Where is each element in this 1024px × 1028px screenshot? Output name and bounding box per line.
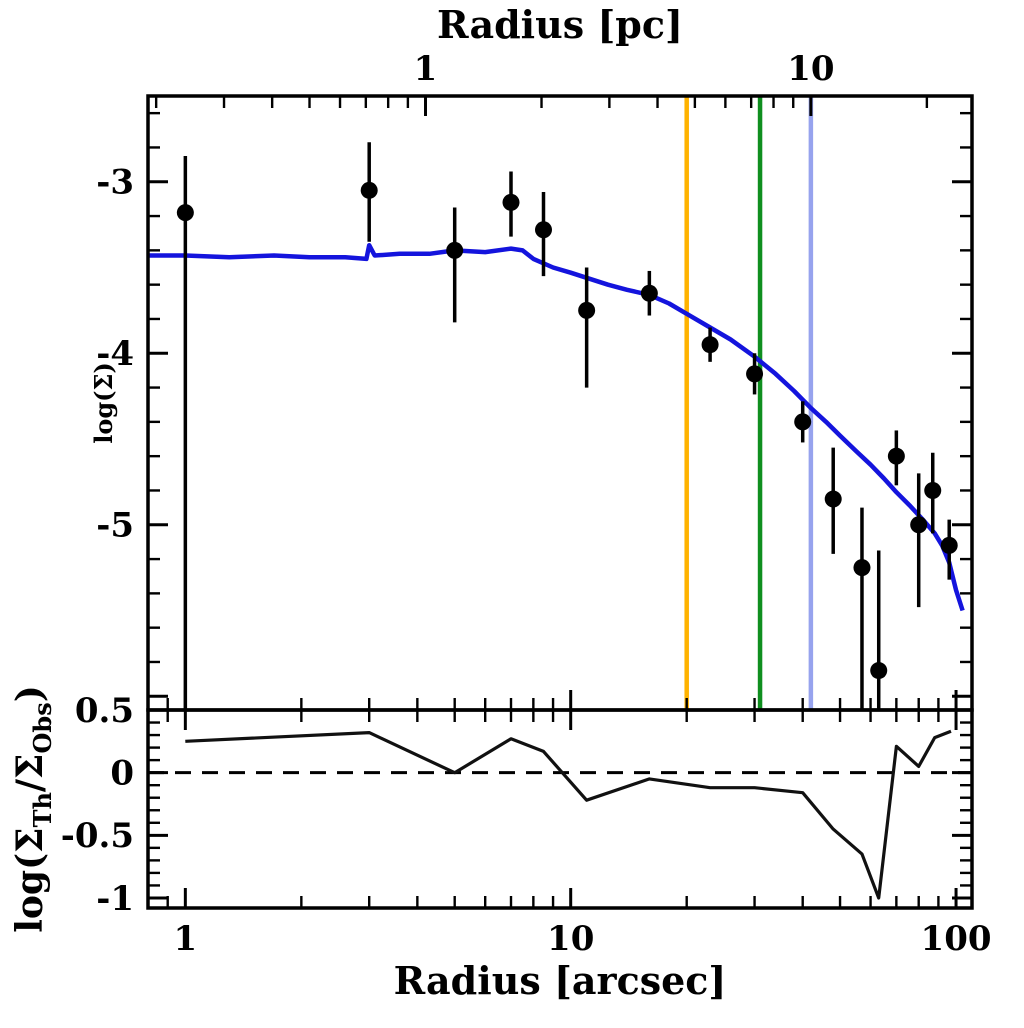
top-x-tick-label: 10: [787, 49, 834, 89]
data-point: [502, 193, 520, 211]
residual-y-tick-label: 0.5: [75, 691, 134, 731]
bottom-axis-title: Radius [arcsec]: [394, 958, 727, 1003]
data-points: [176, 181, 958, 680]
x-tick-label: 100: [921, 919, 992, 959]
top-x-tick-label: 1: [414, 49, 438, 89]
data-point: [176, 204, 194, 222]
data-point: [887, 447, 905, 465]
residual-y-tick-label: -0.5: [61, 816, 134, 856]
data-point: [910, 516, 928, 534]
data-point: [640, 284, 658, 302]
y-tick-label: -5: [96, 506, 134, 546]
residual-y-tick-label: 0: [110, 754, 134, 794]
data-point: [824, 490, 842, 508]
residual-curve: [185, 729, 952, 900]
axis-ticks: [148, 96, 972, 908]
data-point: [853, 559, 871, 577]
data-point: [534, 221, 552, 239]
residual-panel-frame: [146, 708, 974, 910]
vertical-marker-lines: [684, 96, 814, 710]
data-point: [701, 336, 719, 354]
data-point: [578, 301, 596, 319]
model-curve: [148, 242, 965, 612]
data-point: [940, 536, 958, 554]
data-point: [924, 481, 942, 499]
x-tick-label: 1: [174, 919, 198, 959]
data-point: [746, 365, 764, 383]
data-point: [794, 413, 812, 431]
y-tick-label: -4: [96, 334, 134, 374]
data-point: [360, 181, 378, 199]
y-tick-label: -3: [96, 163, 134, 203]
top-axis-title: Radius [pc]: [437, 2, 683, 47]
data-point: [870, 662, 888, 680]
tick-labels: 1 10 100 1 10 -3 -4 -5 0.5 0 -0.5 -1: [61, 49, 992, 959]
data-point: [446, 241, 464, 259]
error-bars: [183, 142, 951, 710]
x-tick-label: 10: [547, 919, 594, 959]
residual-y-tick-label: -1: [96, 879, 134, 919]
residual-y-axis-title: log(ΣTh/ΣObs): [9, 685, 57, 933]
main-panel-frame: [146, 94, 974, 712]
main-y-axis-title: log(Σ): [89, 362, 118, 444]
